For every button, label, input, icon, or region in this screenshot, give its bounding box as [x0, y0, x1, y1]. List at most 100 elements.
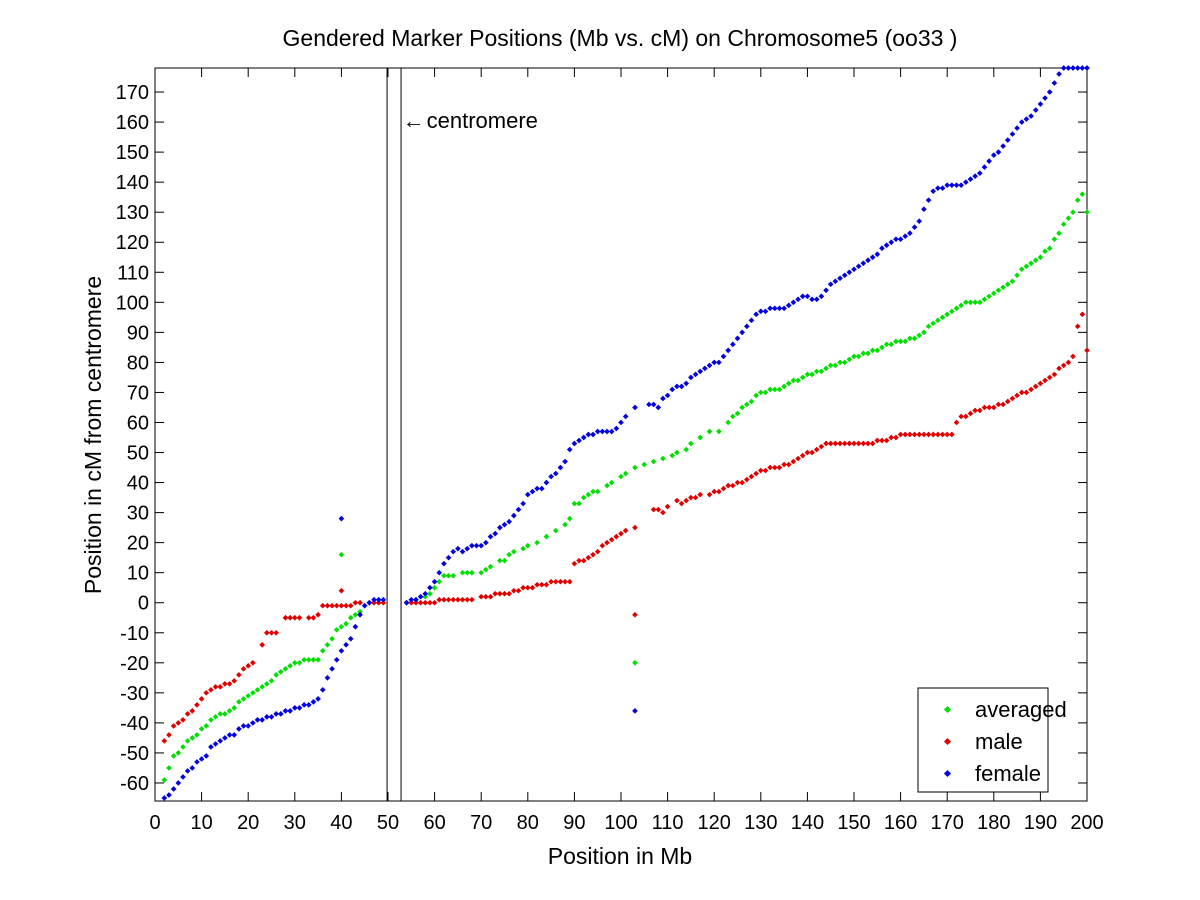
data-point-male: [725, 482, 732, 489]
data-point-averaged: [203, 723, 210, 729]
data-point-male: [879, 437, 885, 444]
data-point-female: [529, 488, 536, 495]
x-axis-label: Position in Mb: [548, 843, 692, 869]
data-point-averaged: [166, 765, 172, 771]
data-point-male: [380, 599, 387, 606]
data-point-averaged: [319, 647, 326, 654]
data-point-averaged: [921, 329, 927, 336]
data-point-averaged: [972, 299, 978, 306]
data-point-female: [944, 182, 951, 188]
data-point-female: [417, 593, 424, 600]
data-point-averaged: [902, 338, 909, 345]
data-point-female: [632, 708, 638, 714]
data-point-female: [194, 759, 200, 765]
data-point-averaged: [911, 335, 918, 342]
data-point-female: [622, 413, 629, 420]
data-point-male: [305, 614, 312, 621]
data-point-male: [236, 671, 242, 678]
data-point-female: [935, 185, 941, 191]
data-point-averaged: [576, 500, 582, 507]
data-point-averaged: [324, 641, 331, 648]
data-point-female: [324, 675, 331, 681]
data-point-male: [939, 431, 946, 438]
data-point-male: [921, 431, 927, 438]
data-point-female: [469, 542, 475, 549]
data-point-male: [818, 443, 825, 450]
data-point-male: [455, 596, 461, 603]
data-point-averaged: [296, 659, 303, 666]
data-point-male: [208, 687, 214, 693]
data-point-averaged: [217, 711, 224, 717]
data-point-averaged: [1000, 284, 1006, 291]
data-point-female: [1042, 95, 1048, 101]
data-point-averaged: [291, 659, 298, 666]
data-point-male: [590, 551, 596, 558]
data-point-averaged: [739, 404, 745, 411]
data-point-averaged: [222, 711, 228, 717]
centromere-label: centromere: [427, 108, 538, 133]
y-tick-label: 90: [127, 322, 149, 344]
data-point-male: [795, 455, 801, 462]
data-point-averaged: [660, 455, 666, 462]
data-point-averaged: [1065, 215, 1072, 222]
data-point-averaged: [189, 735, 196, 741]
data-point-averaged: [888, 341, 895, 348]
data-point-female: [552, 470, 559, 477]
y-axis-ticks: -60 -50 -40 -30 -20 -10 0 10 20 30 40 50 60 70 80 90 100…: [116, 82, 1087, 795]
data-point-male: [804, 449, 811, 456]
data-point-averaged: [194, 732, 200, 738]
data-point-male: [883, 437, 890, 444]
data-point-female: [590, 431, 596, 438]
data-point-female: [986, 158, 992, 164]
data-point-averaged: [976, 299, 983, 306]
data-point-male: [837, 440, 843, 447]
data-point-averaged: [226, 708, 233, 714]
data-point-male: [357, 599, 363, 606]
data-point-male: [194, 702, 200, 708]
data-point-female: [963, 179, 969, 185]
data-point-averaged: [618, 473, 624, 480]
data-point-male: [925, 431, 932, 438]
data-point-female: [291, 705, 298, 711]
data-point-male: [632, 611, 638, 618]
data-point-male: [222, 681, 228, 687]
data-point-female: [660, 395, 666, 402]
data-point-male: [790, 458, 797, 465]
data-point-female: [487, 533, 494, 540]
data-point-female: [338, 515, 345, 522]
data-point-female: [436, 569, 443, 576]
data-point-female: [976, 170, 983, 176]
data-point-female: [254, 717, 261, 723]
data-point-male: [287, 614, 293, 621]
data-point-averaged: [445, 572, 452, 579]
data-point-female: [1004, 137, 1011, 143]
data-point-female: [730, 341, 736, 348]
y-tick-label: 80: [127, 352, 149, 374]
data-point-female: [869, 254, 876, 261]
data-point-averaged: [459, 569, 466, 576]
data-point-male: [632, 524, 638, 531]
data-point-male: [170, 723, 177, 729]
data-point-female: [674, 383, 680, 390]
data-point-male: [441, 596, 447, 603]
data-point-female: [604, 428, 610, 435]
x-tick-label: 150: [837, 812, 870, 834]
data-point-averaged: [343, 620, 349, 627]
data-point-female: [650, 401, 657, 408]
data-point-female: [688, 374, 694, 381]
x-tick-label: 70: [470, 812, 492, 834]
data-point-female: [799, 293, 806, 300]
data-point-male: [529, 584, 536, 591]
data-point-female: [431, 578, 438, 585]
data-point-female: [538, 485, 545, 492]
data-point-female: [380, 596, 387, 603]
data-point-female: [319, 687, 326, 693]
data-point-male: [515, 587, 522, 594]
data-point-female: [473, 542, 480, 549]
data-point-averaged: [897, 338, 904, 345]
data-point-male: [683, 497, 690, 504]
data-point-male: [538, 581, 545, 588]
data-point-averaged: [450, 572, 457, 579]
legend-marker-female: [943, 769, 952, 778]
data-point-female: [305, 702, 312, 708]
